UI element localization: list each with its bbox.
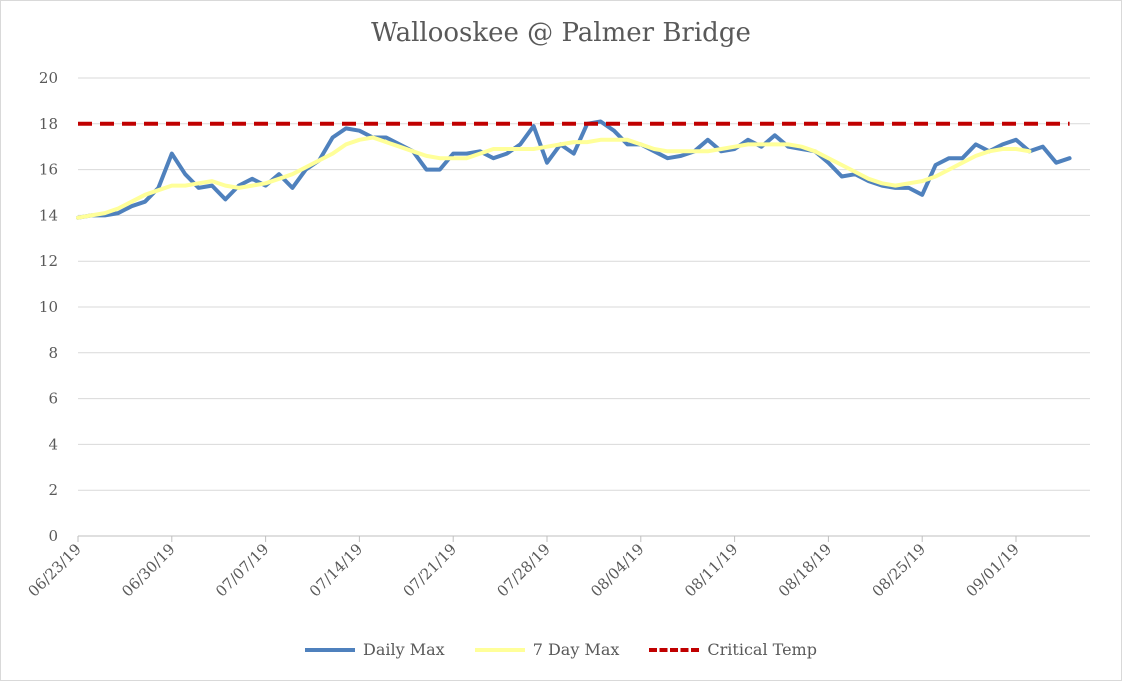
x-tick-label: 07/14/19 — [306, 540, 366, 600]
y-axis-ticks: 0 2 4 6 8 10 12 14 16 18 20 — [39, 69, 58, 545]
legend-item-daily-max: Daily Max — [305, 640, 445, 659]
x-tick-label: 07/07/19 — [212, 540, 272, 600]
x-tick-label: 08/25/19 — [869, 540, 929, 600]
y-tick-label: 18 — [39, 115, 58, 133]
y-tick-label: 8 — [48, 344, 58, 362]
series-line-7-day-max — [76, 135, 1032, 220]
x-tick-label: 09/01/19 — [962, 540, 1022, 600]
grid-lines — [78, 77, 1090, 537]
legend-label-critical-temp: Critical Temp — [707, 640, 817, 659]
y-tick-label: 20 — [39, 69, 58, 87]
y-tick-label: 16 — [39, 161, 58, 179]
x-tick-label: 06/30/19 — [118, 540, 178, 600]
legend-item-critical-temp: Critical Temp — [649, 640, 817, 659]
legend-swatch-7-day-max — [474, 647, 525, 652]
x-tick-label: 08/04/19 — [587, 540, 647, 600]
legend: Daily Max 7 Day Max Critical Temp — [0, 640, 1122, 659]
x-tick-label: 06/23/19 — [24, 540, 84, 600]
y-tick-label: 12 — [39, 252, 58, 270]
y-tick-label: 10 — [39, 298, 58, 316]
y-tick-label: 6 — [48, 390, 58, 408]
legend-label-7-day-max: 7 Day Max — [532, 640, 620, 659]
series-line-daily-max — [76, 119, 1072, 220]
x-tick-label: 08/18/19 — [775, 540, 835, 600]
y-tick-label: 14 — [39, 206, 58, 224]
legend-label-daily-max: Daily Max — [363, 640, 445, 659]
chart-title: Wallooskee @ Palmer Bridge — [371, 18, 751, 48]
x-tick-label: 07/21/19 — [400, 540, 460, 600]
x-tick-label: 07/28/19 — [493, 540, 553, 600]
series-lines — [76, 119, 1072, 220]
legend-swatch-critical-temp — [649, 647, 700, 652]
y-tick-label: 2 — [48, 481, 58, 499]
x-axis-ticks: 06/23/19 06/30/19 07/07/19 07/14/19 07/21/19… — [24, 536, 1023, 600]
y-tick-label: 4 — [48, 435, 58, 453]
legend-swatch-daily-max — [305, 647, 356, 652]
x-tick-label: 08/11/19 — [681, 540, 741, 600]
legend-item-7-day-max: 7 Day Max — [474, 640, 620, 659]
y-tick-label: 0 — [48, 527, 58, 545]
